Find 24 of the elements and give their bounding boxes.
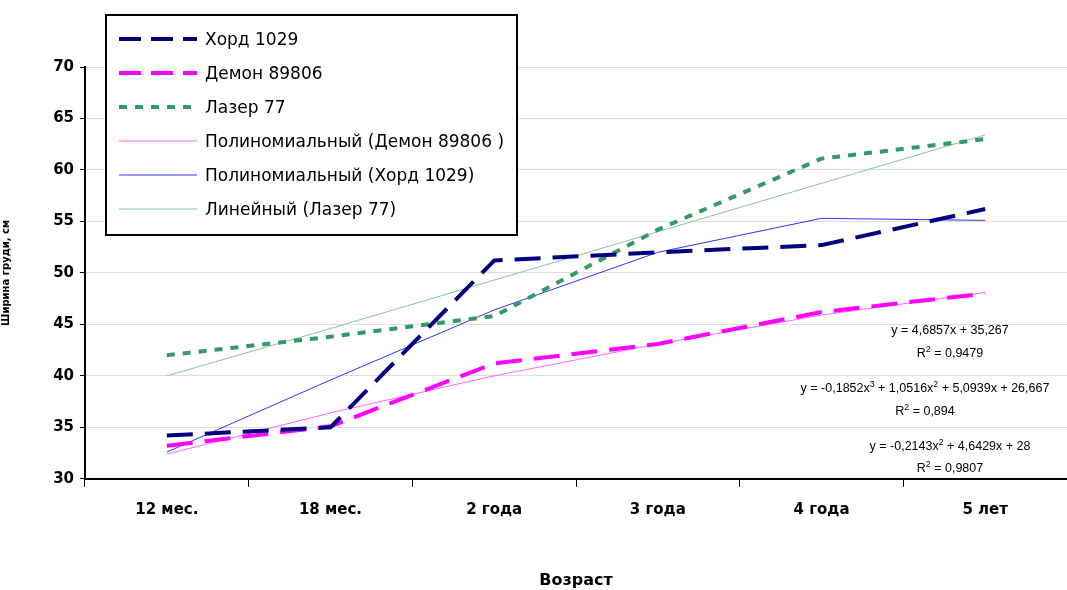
y-axis-title: Ширина груди, см: [0, 219, 11, 326]
annotation: y = 4,6857x + 35,267: [891, 323, 1009, 337]
y-tick-label: 40: [53, 365, 74, 384]
x-tick-label: 5 лет: [962, 499, 1009, 518]
legend-label: Демон 89806: [205, 63, 323, 83]
legend-label: Линейный (Лазер 77): [205, 199, 397, 219]
y-tick-label: 45: [53, 314, 74, 333]
y-tick-label: 65: [53, 108, 74, 127]
x-tick-label: 4 года: [793, 499, 850, 518]
y-tick-label: 50: [53, 262, 74, 281]
x-tick-label: 18 мес.: [298, 499, 363, 518]
y-tick-label: 60: [53, 159, 74, 178]
legend-label: Лазер 77: [205, 97, 286, 117]
legend-label: Полиномиальный (Демон 89806 ): [205, 131, 505, 151]
y-tick-label: 30: [53, 468, 74, 487]
y-tick-label: 35: [53, 417, 74, 436]
y-tick-label: 70: [53, 56, 74, 75]
legend-label: Полиномиальный (Хорд 1029): [205, 165, 475, 185]
x-tick-label: 2 года: [466, 499, 523, 518]
legend-label: Хорд 1029: [205, 29, 299, 49]
x-tick-label: 12 мес.: [135, 499, 199, 518]
x-axis-title: Возраст: [539, 569, 614, 589]
x-tick-label: 3 года: [629, 499, 686, 518]
y-tick-label: 55: [53, 211, 74, 230]
